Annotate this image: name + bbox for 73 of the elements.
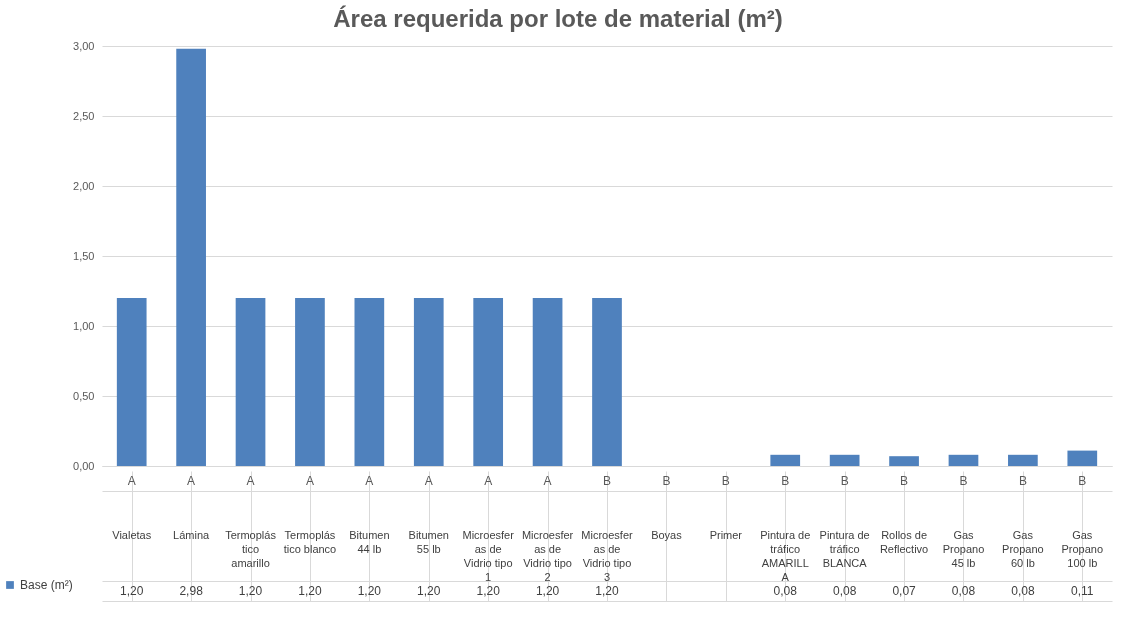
x-tick-label: Gas Propano 45 lb — [942, 529, 985, 569]
data-label: 1,20 — [476, 584, 501, 598]
data-label: 0,11 — [1071, 584, 1094, 598]
bar — [473, 298, 504, 466]
x-tick-label: Gas Propano 100 lb — [1061, 529, 1104, 569]
bar — [948, 454, 979, 466]
text: A — [187, 474, 196, 488]
x-tick-label: Microesferas de Vidrio tipo 3 — [581, 529, 634, 583]
x-tick-label: Bitumen 44 lb — [349, 529, 390, 555]
x-tick-label: Primer — [709, 529, 743, 541]
data-label: 1,20 — [298, 584, 322, 598]
text: B — [781, 474, 790, 488]
bar — [592, 298, 622, 466]
y-tick-label: 0,00 — [73, 459, 95, 472]
x-tick-label: Gas Propano 60 lb — [1002, 529, 1044, 569]
bar — [413, 298, 444, 466]
data-label: 1,20 — [238, 584, 263, 598]
data-label: 0,08 — [1011, 584, 1035, 598]
x-tick-label: Termoplástico amarillo — [225, 529, 277, 569]
text: B — [721, 474, 730, 488]
x-tick-label: Boyas — [651, 529, 683, 541]
bar — [770, 454, 801, 466]
bar — [235, 298, 266, 466]
legend-label: Base (m²) — [20, 578, 73, 592]
bar — [1008, 454, 1038, 466]
bar — [532, 298, 563, 466]
bar — [829, 454, 860, 466]
data-label: 1,20 — [535, 584, 560, 598]
chart-title: Área requerida por lote de material (m²) — [333, 5, 783, 32]
text: A — [305, 474, 314, 488]
data-label: 1,20 — [357, 584, 382, 598]
text: A — [127, 474, 136, 488]
x-tick-label: Vialetas — [112, 529, 152, 541]
y-tick-label: 1,50 — [73, 249, 95, 262]
x-tick-label: Rollos de Reflectivo — [879, 529, 929, 555]
data-label: 2,98 — [179, 584, 204, 598]
text: A — [424, 474, 433, 488]
bar — [354, 298, 385, 466]
bar — [1067, 450, 1098, 466]
text: B — [840, 474, 849, 488]
x-tick-label: Pintura de tráfico BLANCA — [819, 529, 870, 569]
text: A — [484, 474, 493, 488]
bar — [116, 298, 147, 466]
y-tick-label: 3,00 — [73, 39, 95, 52]
x-tick-label: Pintura de tráfico AMARILLA — [760, 529, 811, 583]
text: B — [900, 474, 909, 488]
x-tick-label: Termoplástico blanco — [283, 529, 337, 555]
bar — [176, 48, 206, 466]
data-label: 0,07 — [892, 584, 917, 598]
text: A — [543, 474, 552, 488]
y-tick-label: 0,50 — [73, 389, 95, 402]
x-tick-label: Bitumen 55 lb — [408, 529, 449, 555]
data-label: 0,08 — [773, 584, 798, 598]
x-tick-label: Lámina — [173, 529, 211, 541]
text: B — [959, 474, 968, 488]
text: A — [365, 474, 374, 488]
data-label: 1,20 — [120, 584, 144, 598]
data-label: 0,08 — [951, 584, 976, 598]
y-tick-label: 2,00 — [73, 179, 95, 192]
data-label: 1,20 — [417, 584, 441, 598]
data-label: 1,20 — [595, 584, 619, 598]
y-tick-label: 2,50 — [73, 109, 95, 122]
x-tick-label: Microesferas de Vidrio tipo 2 — [521, 529, 574, 583]
text: B — [662, 474, 671, 488]
bar — [295, 298, 325, 466]
text: B — [602, 474, 612, 488]
bar — [889, 456, 919, 466]
text: B — [1018, 474, 1027, 488]
x-tick-label: Microesferas de Vidrio tipo 1 — [462, 529, 515, 583]
text: A — [246, 474, 255, 488]
data-label: 0,08 — [832, 584, 857, 598]
text: B — [1078, 474, 1087, 488]
y-tick-label: 1,00 — [73, 319, 95, 332]
